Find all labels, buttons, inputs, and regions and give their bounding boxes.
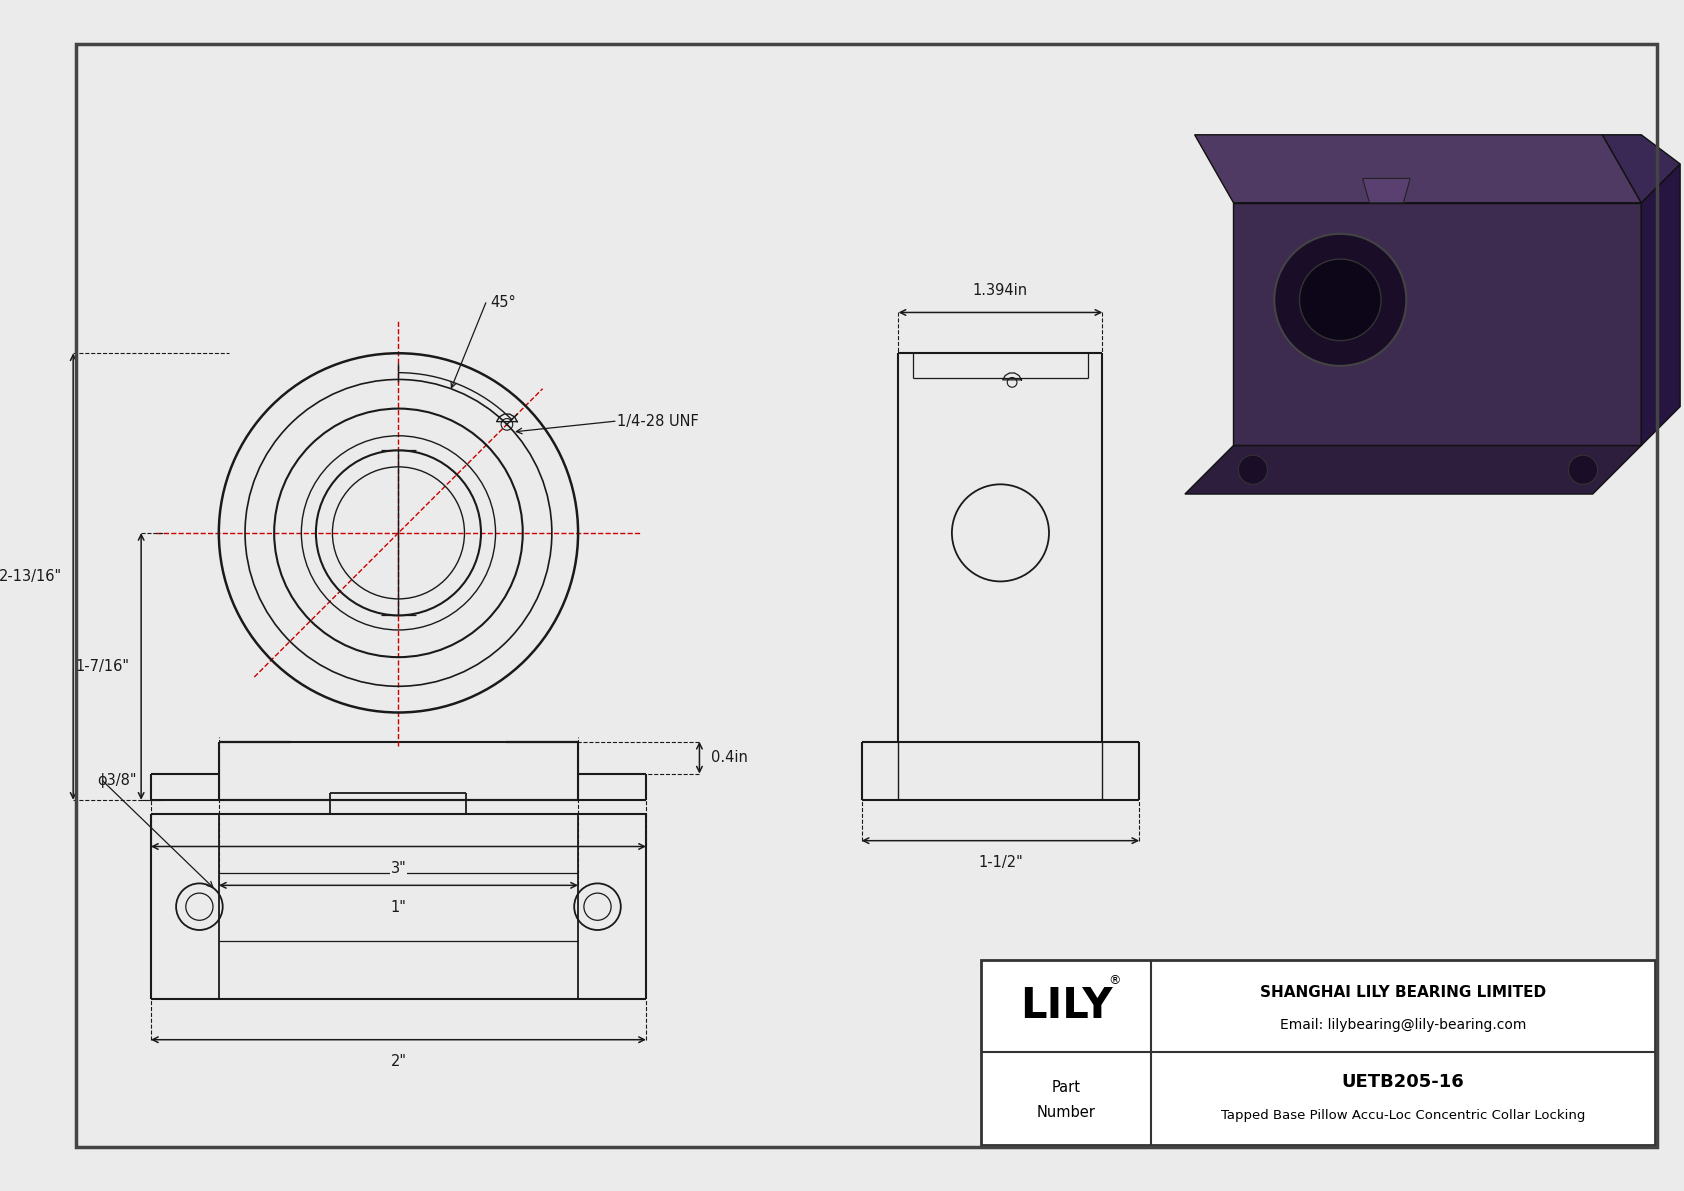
Circle shape [1275,233,1406,366]
Circle shape [1568,455,1598,485]
Circle shape [1300,260,1381,341]
Text: 1-1/2": 1-1/2" [978,855,1022,871]
Text: 1.394in: 1.394in [973,283,1027,298]
Text: 2-13/16": 2-13/16" [0,569,62,584]
Text: 0.4in: 0.4in [711,750,748,765]
Text: Number: Number [1037,1105,1095,1120]
Text: UETB205-16: UETB205-16 [1342,1073,1465,1091]
Text: 1": 1" [391,900,406,915]
Text: 1-7/16": 1-7/16" [76,659,130,674]
Circle shape [1238,455,1268,485]
Text: 3": 3" [391,861,406,877]
Text: ®: ® [1108,974,1122,987]
Text: 45°: 45° [490,295,517,311]
Text: Part: Part [1051,1080,1081,1095]
Text: 1/4-28 UNF: 1/4-28 UNF [616,413,699,429]
Bar [982,960,1655,1145]
Polygon shape [1642,164,1681,445]
Polygon shape [1233,202,1642,445]
Text: Email: lilybearing@lily-bearing.com: Email: lilybearing@lily-bearing.com [1280,1017,1526,1031]
Polygon shape [1194,135,1642,202]
Text: SHANGHAI LILY BEARING LIMITED: SHANGHAI LILY BEARING LIMITED [1260,985,1546,1000]
Bar [982,960,1655,1145]
Polygon shape [1362,179,1410,202]
Text: LILY: LILY [1021,985,1111,1027]
Text: Tapped Base Pillow Accu-Loc Concentric Collar Locking: Tapped Base Pillow Accu-Loc Concentric C… [1221,1109,1585,1122]
Polygon shape [1186,445,1642,494]
Text: 2": 2" [391,1054,406,1070]
Text: ϕ3/8": ϕ3/8" [98,773,136,788]
Polygon shape [1603,135,1681,202]
